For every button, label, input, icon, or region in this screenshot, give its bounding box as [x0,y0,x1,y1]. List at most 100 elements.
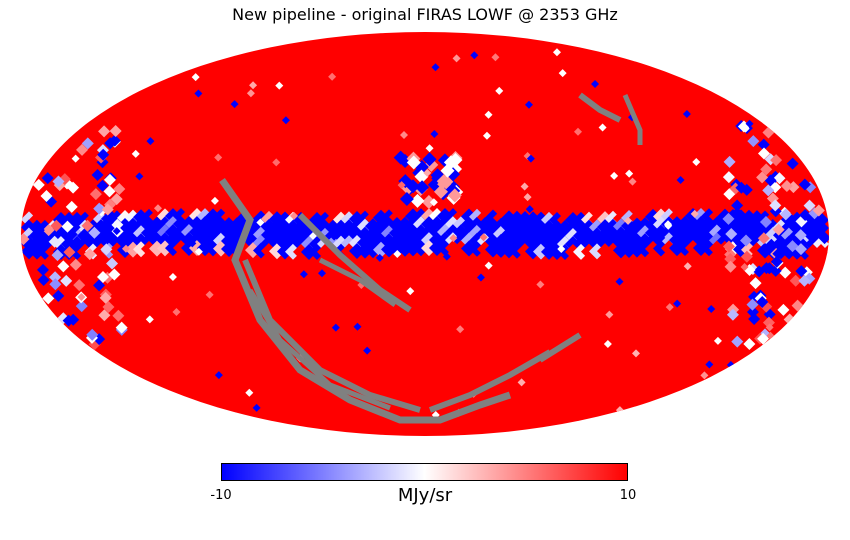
edge-pixel [108,134,121,147]
edge-pixel [73,279,86,292]
sparse-pixel [194,89,203,98]
bulge-pixel [415,180,430,195]
edge-pixel [758,147,771,160]
edge-pixel [756,295,769,308]
sparse-pixel [430,129,439,138]
sparse-pixel [482,131,491,140]
edge-pixel [803,199,816,212]
edge-pixel [726,308,739,321]
edge-pixel [42,224,55,237]
sparse-pixel [331,323,340,332]
sparse-pixel [375,253,384,262]
missing-data-strip [247,288,391,411]
sparse-pixel [131,149,140,158]
edge-pixel [113,182,126,195]
edge-pixel [57,260,70,273]
edge-pixel [747,135,760,148]
sparse-pixel [168,273,177,282]
sparse-pixel [628,177,637,186]
edge-pixel [735,181,748,194]
sparse-pixel [676,175,685,184]
sparse-pixel [605,310,614,319]
sparse-pixel [558,69,567,78]
sparse-pixel [713,336,722,345]
edge-pixel [42,292,55,305]
bulge-pixel [399,192,414,207]
edge-pixel [51,249,64,262]
sparse-pixel [664,221,673,230]
bulge-pixel [433,184,448,199]
edge-pixel [52,175,65,188]
sparse-pixel [683,262,692,271]
edge-pixel [50,219,63,232]
sparse-pixel [690,209,699,218]
sparse-pixel [495,86,504,95]
sparse-pixel [479,233,488,242]
edge-pixel [49,278,62,291]
sparse-pixel [328,72,337,81]
edge-pixel [32,224,45,237]
edge-pixel [108,268,121,281]
sparse-pixel [765,323,774,332]
bulge-pixel [421,195,436,210]
edge-pixel [89,188,102,201]
edge-pixel [58,173,71,186]
sparse-pixel [393,249,402,258]
sparse-pixel [603,340,612,349]
edge-pixel [21,233,30,246]
sparse-pixel [256,218,265,227]
missing-data-strip [297,212,412,313]
edge-pixel [75,300,88,313]
sparse-pixel [491,53,500,62]
edge-pixel [101,203,114,216]
sparse-pixel [517,378,526,387]
sparse-pixel [552,48,561,57]
sparse-pixel [449,234,458,243]
sparse-pixel [526,154,535,163]
sparse-pixel [484,261,493,270]
edge-pixel [97,270,110,283]
edge-pixel [772,223,785,236]
missing-data-strip [242,258,421,413]
sparse-pixel [610,171,619,180]
edge-pixel [91,168,104,181]
edge-pixel [773,172,786,185]
colorbar-unit-label: MJy/sr [397,485,453,506]
edge-pixel [36,263,49,276]
edge-pixel [37,273,50,286]
missing-data-strip [219,177,512,424]
edge-pixel [32,178,45,191]
colorbar-min-label: -10 [210,488,232,503]
edge-pixel [61,220,74,233]
edge-pixel [103,185,116,198]
edge-pixel [722,212,735,225]
edge-pixel [40,190,53,203]
edge-pixel [723,155,736,168]
sparse-pixel [249,81,258,90]
edge-pixel [765,238,778,251]
galactic-plane-pixel [813,243,829,260]
edge-pixel [725,228,738,241]
edge-pixel [65,228,78,241]
sparse-pixel [429,198,438,207]
edge-pixel [111,218,124,231]
edge-pixel [749,277,762,290]
edge-pixel [740,234,753,247]
edge-pixel [757,232,770,245]
edge-pixel [746,298,759,311]
bulge-pixel [440,163,455,178]
sparse-pixel [153,204,162,213]
edge-pixel [724,253,737,266]
sparse-pixel [135,172,144,181]
edge-pixel [106,257,119,270]
edge-pixel [760,163,773,176]
edge-pixel [67,181,80,194]
sparse-pixel [574,127,583,136]
edge-pixel [76,143,89,156]
edge-pixel [762,316,775,329]
edge-pixel [799,209,812,222]
sparse-pixel [525,205,534,214]
sparse-pixel [214,153,223,162]
edge-pixel [103,173,116,186]
